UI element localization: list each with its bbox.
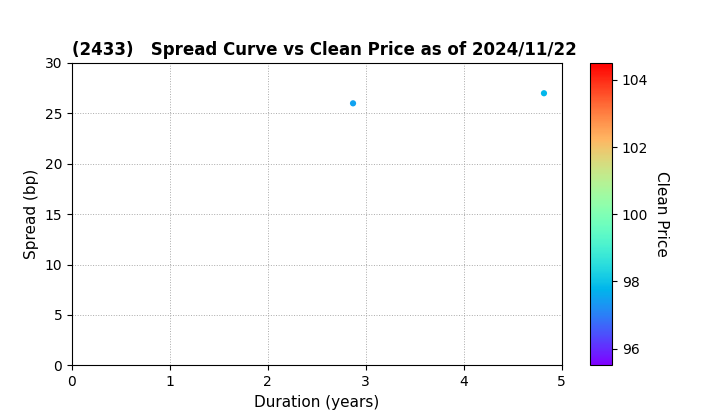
X-axis label: Duration (years): Duration (years): [254, 395, 379, 409]
Point: [539, 90, 550, 97]
Point: [347, 100, 359, 107]
Y-axis label: Spread (bp): Spread (bp): [24, 169, 39, 259]
Text: (2433)   Spread Curve vs Clean Price as of 2024/11/22: (2433) Spread Curve vs Clean Price as of…: [72, 41, 577, 59]
Y-axis label: Clean Price: Clean Price: [654, 171, 669, 257]
